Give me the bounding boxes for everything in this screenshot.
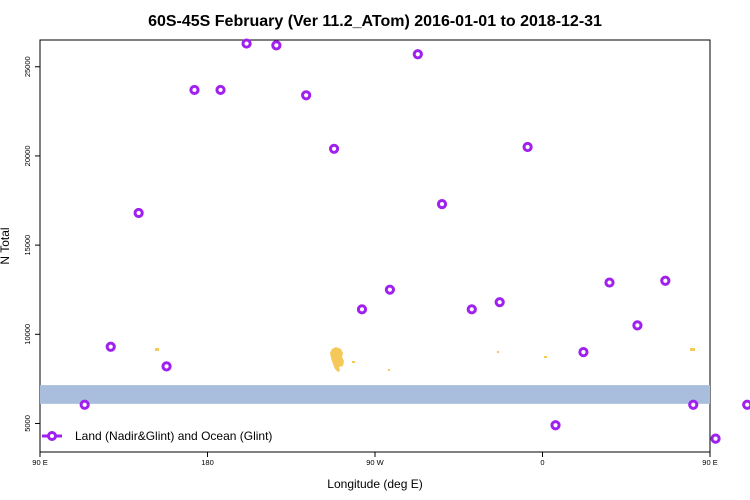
y-axis-label: N Total (0, 227, 12, 264)
land-patch-small-1 (155, 348, 159, 351)
land-patch-small-4 (497, 351, 499, 353)
data-points (79, 38, 750, 444)
legend: Land (Nadir&Glint) and Ocean (Glint) (42, 429, 272, 443)
plot-frame (39, 39, 711, 453)
land-patch-small-3 (388, 369, 390, 371)
x-tick-label: 0 (540, 458, 544, 467)
x-axis-label: Longitude (deg E) (327, 477, 422, 491)
land-patch-antarctic-peninsula (330, 347, 344, 372)
x-tick-label: 90 E (702, 458, 717, 467)
data-point (328, 143, 340, 154)
data-point (466, 304, 477, 315)
y-tick-label: 20000 (23, 146, 32, 167)
y-axis: 5000 10000 15000 20000 25000 (23, 56, 40, 432)
data-point (79, 399, 90, 410)
data-point (494, 297, 505, 308)
y-tick-label: 5000 (23, 415, 32, 432)
x-tick-label: 90 E (32, 458, 47, 467)
legend-marker (47, 431, 57, 441)
x-axis: 90 E 180 90 W 0 90 E (32, 452, 718, 467)
data-point (356, 304, 368, 315)
x-tick-label: 180 (201, 458, 214, 467)
land-patch-small-2 (352, 361, 355, 363)
y-tick-label: 15000 (23, 235, 32, 256)
data-point (384, 284, 395, 295)
data-point (522, 141, 533, 153)
land-patch-small-6 (690, 348, 695, 351)
data-point (550, 420, 561, 431)
data-point (710, 433, 721, 444)
y-tick-label: 10000 (23, 324, 32, 345)
data-point (660, 275, 671, 286)
land-patch-small-5 (544, 356, 547, 358)
data-point (241, 38, 252, 49)
land-patches (155, 347, 695, 372)
data-point (161, 361, 172, 372)
legend-label: Land (Nadir&Glint) and Ocean (Glint) (75, 429, 272, 443)
data-point (133, 207, 144, 219)
chart-title: 60S-45S February (Ver 11.2_ATom) 2016-01… (148, 13, 602, 30)
y-tick-label: 25000 (23, 56, 32, 77)
data-point (604, 277, 615, 288)
data-point (412, 49, 423, 60)
data-point (215, 84, 226, 96)
x-tick-label: 90 W (366, 458, 384, 467)
ocean-band (40, 385, 710, 404)
data-point (189, 84, 200, 96)
data-point (688, 399, 699, 410)
data-point (632, 320, 643, 331)
data-point (105, 341, 116, 352)
data-point (578, 347, 589, 358)
data-point (436, 198, 448, 210)
data-point (742, 399, 750, 410)
data-point (301, 90, 312, 101)
data-point (271, 40, 282, 51)
